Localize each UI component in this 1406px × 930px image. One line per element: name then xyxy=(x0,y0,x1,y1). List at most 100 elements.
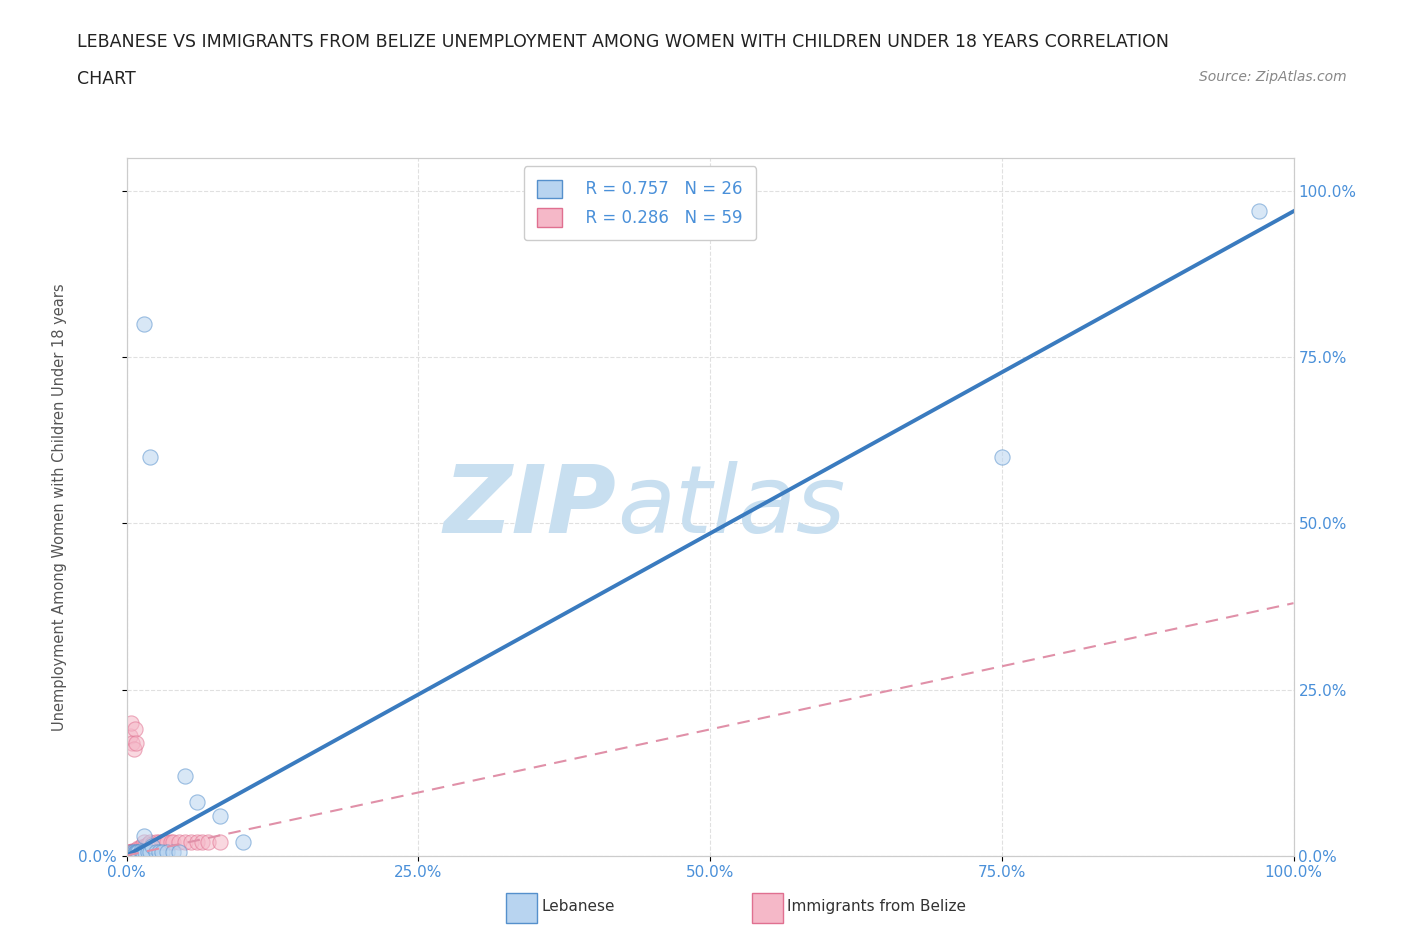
Point xyxy=(124,844,146,858)
Point xyxy=(148,835,170,850)
Point xyxy=(121,844,143,859)
Point xyxy=(132,317,155,332)
Text: ZIP: ZIP xyxy=(444,461,617,552)
Point xyxy=(118,847,141,862)
Point xyxy=(121,844,143,859)
Point xyxy=(121,844,143,859)
Point xyxy=(162,835,184,850)
Point xyxy=(122,844,145,859)
Point xyxy=(118,845,141,860)
Point xyxy=(186,835,208,850)
Point xyxy=(118,844,141,859)
Point xyxy=(118,847,141,862)
Text: LEBANESE VS IMMIGRANTS FROM BELIZE UNEMPLOYMENT AMONG WOMEN WITH CHILDREN UNDER : LEBANESE VS IMMIGRANTS FROM BELIZE UNEMP… xyxy=(77,33,1170,50)
Point xyxy=(129,840,152,855)
Point xyxy=(186,795,208,810)
Point xyxy=(118,847,141,862)
Point xyxy=(167,835,190,850)
Point xyxy=(136,836,159,851)
Point xyxy=(124,722,146,737)
Point xyxy=(197,835,219,850)
Point xyxy=(132,835,155,850)
Point xyxy=(132,844,155,859)
Point xyxy=(208,835,231,850)
Point xyxy=(122,742,145,757)
Point xyxy=(134,844,156,859)
Point xyxy=(125,843,148,857)
Point xyxy=(121,844,143,859)
Y-axis label: Unemployment Among Women with Children Under 18 years: Unemployment Among Women with Children U… xyxy=(52,283,67,731)
Point xyxy=(145,844,167,859)
Point xyxy=(121,844,143,859)
Point xyxy=(131,844,153,859)
Point xyxy=(124,844,146,859)
Point xyxy=(127,844,149,859)
Point xyxy=(125,843,148,857)
Point xyxy=(129,844,152,858)
Point xyxy=(139,835,162,850)
Point xyxy=(127,842,149,857)
Point xyxy=(191,835,214,850)
Point xyxy=(118,844,141,859)
Text: atlas: atlas xyxy=(617,461,845,552)
Point xyxy=(120,844,142,859)
Point xyxy=(180,835,202,850)
Point xyxy=(125,844,148,859)
Point xyxy=(118,847,141,862)
Text: CHART: CHART xyxy=(77,70,136,87)
Point xyxy=(141,838,163,853)
Point xyxy=(1247,204,1270,219)
Point xyxy=(120,844,142,859)
Point xyxy=(132,829,155,844)
Legend:   R = 0.757   N = 26,   R = 0.286   N = 59: R = 0.757 N = 26, R = 0.286 N = 59 xyxy=(524,166,756,241)
Point xyxy=(136,844,159,859)
Point xyxy=(208,808,231,823)
Point xyxy=(990,449,1012,464)
Point xyxy=(121,844,143,858)
Point xyxy=(118,847,141,862)
Point xyxy=(125,844,148,858)
Point xyxy=(167,844,190,859)
Point xyxy=(124,845,146,860)
Point xyxy=(122,844,145,859)
Point xyxy=(125,844,148,859)
Point xyxy=(118,846,141,861)
Point xyxy=(141,836,163,851)
Point xyxy=(160,835,183,850)
Point xyxy=(118,846,141,861)
Point xyxy=(127,840,149,855)
Point xyxy=(150,844,173,859)
Point xyxy=(122,844,145,859)
Text: Immigrants from Belize: Immigrants from Belize xyxy=(787,899,966,914)
Point xyxy=(120,844,142,859)
Text: Source: ZipAtlas.com: Source: ZipAtlas.com xyxy=(1199,70,1347,84)
Point xyxy=(162,844,184,859)
Point xyxy=(118,847,141,862)
Point xyxy=(120,845,142,860)
Point xyxy=(118,847,141,862)
Point xyxy=(121,844,143,859)
Point xyxy=(134,838,156,853)
Point xyxy=(148,844,170,859)
Point xyxy=(139,844,162,859)
Point xyxy=(118,728,141,743)
Point xyxy=(174,768,197,783)
Point xyxy=(118,844,141,859)
Point xyxy=(121,844,143,859)
Point xyxy=(150,835,173,850)
Point xyxy=(120,844,142,859)
Point xyxy=(139,449,162,464)
Point xyxy=(174,835,197,850)
Point xyxy=(118,847,141,862)
Point xyxy=(153,835,176,850)
Text: Lebanese: Lebanese xyxy=(541,899,614,914)
Point xyxy=(156,835,179,850)
Point xyxy=(120,715,142,730)
Point xyxy=(118,845,141,860)
Point xyxy=(232,835,254,850)
Point xyxy=(156,844,179,859)
Point xyxy=(125,736,148,751)
Point xyxy=(121,736,143,751)
Point xyxy=(129,842,152,857)
Point xyxy=(118,846,141,861)
